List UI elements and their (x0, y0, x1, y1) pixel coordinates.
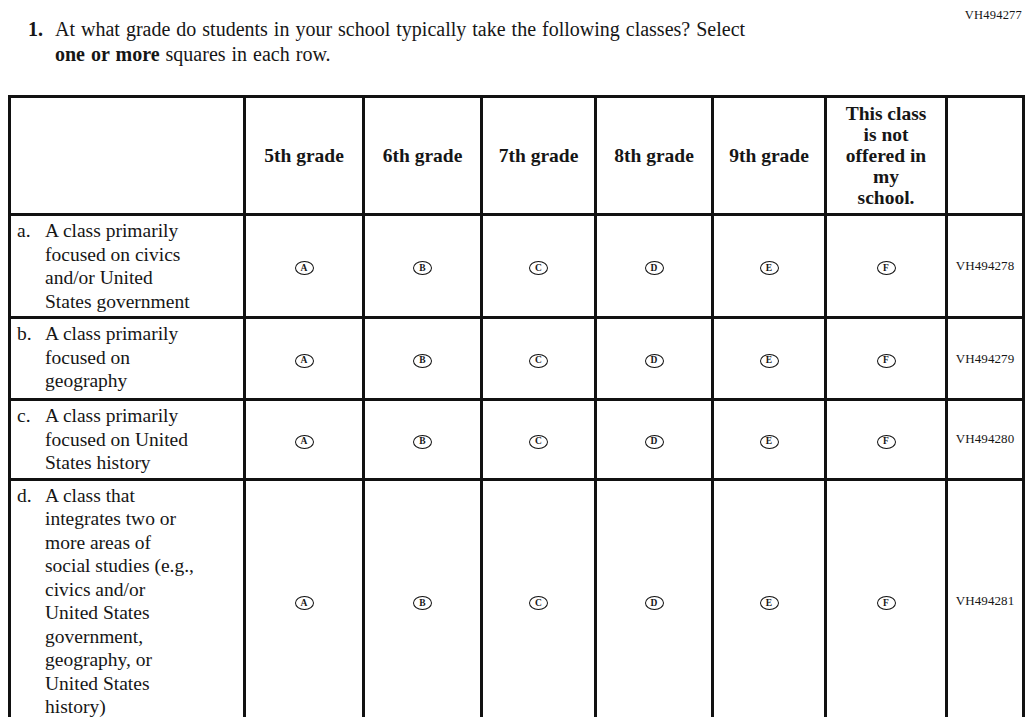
bubble-cell: D (596, 215, 713, 318)
row-text: A class that integrates two or more area… (45, 484, 241, 717)
option-bubble-D[interactable]: D (645, 435, 664, 449)
option-bubble-B[interactable]: B (413, 261, 432, 275)
question-text-line2: squares in each row. (166, 43, 331, 65)
row-letter: d. (11, 484, 45, 717)
option-bubble-C[interactable]: C (529, 261, 548, 275)
row-text: A class primarily focused on civics and/… (45, 219, 241, 313)
question-text-line1: At what grade do students in your school… (55, 18, 745, 40)
bubble-cell: E (713, 318, 826, 400)
question-1: 1. At what grade do students in your sch… (28, 17, 928, 67)
bubble-cell: A (245, 318, 364, 400)
table-row-b: b. A class primarily focused on geograph… (10, 318, 1024, 400)
table-header-row: 5th grade 6th grade 7th grade 8th grade … (10, 97, 1024, 215)
bubble-cell: F (826, 400, 947, 480)
option-bubble-A[interactable]: A (295, 261, 314, 275)
option-bubble-F[interactable]: F (877, 435, 896, 449)
option-bubble-F[interactable]: F (877, 261, 896, 275)
grade-class-table: 5th grade 6th grade 7th grade 8th grade … (8, 95, 1025, 717)
table-row-c: c. A class primarily focused on United S… (10, 400, 1024, 480)
bubble-cell: E (713, 479, 826, 717)
bubble-cell: C (482, 318, 596, 400)
row-code: VH494280 (947, 400, 1024, 480)
option-bubble-B[interactable]: B (413, 435, 432, 449)
bubble-cell: D (596, 400, 713, 480)
form-code: VH494277 (965, 8, 1022, 23)
option-bubble-D[interactable]: D (645, 596, 664, 610)
bubble-cell: F (826, 479, 947, 717)
table-row-d: d. A class that integrates two or more a… (10, 479, 1024, 717)
header-9th-grade: 9th grade (713, 97, 826, 215)
option-bubble-C[interactable]: C (529, 354, 548, 368)
option-bubble-F[interactable]: F (877, 354, 896, 368)
header-stub (10, 97, 245, 215)
row-label-cell: d. A class that integrates two or more a… (10, 479, 245, 717)
bubble-cell: E (713, 215, 826, 318)
row-code: VH494278 (947, 215, 1024, 318)
bubble-cell: A (245, 400, 364, 480)
question-number: 1. (28, 17, 55, 67)
bubble-cell: C (482, 215, 596, 318)
option-bubble-D[interactable]: D (645, 261, 664, 275)
option-bubble-B[interactable]: B (413, 596, 432, 610)
row-letter: c. (11, 404, 45, 475)
header-8th-grade: 8th grade (596, 97, 713, 215)
table-row-a: a. A class primarily focused on civics a… (10, 215, 1024, 318)
bubble-cell: F (826, 318, 947, 400)
option-bubble-E[interactable]: E (760, 354, 779, 368)
row-label-cell: b. A class primarily focused on geograph… (10, 318, 245, 400)
header-7th-grade: 7th grade (482, 97, 596, 215)
option-bubble-B[interactable]: B (413, 354, 432, 368)
row-letter: a. (11, 219, 45, 313)
bubble-cell: A (245, 479, 364, 717)
bubble-cell: B (364, 318, 482, 400)
row-code: VH494281 (947, 479, 1024, 717)
header-5th-grade: 5th grade (245, 97, 364, 215)
question-text: At what grade do students in your school… (55, 17, 928, 67)
option-bubble-C[interactable]: C (529, 596, 548, 610)
bubble-cell: D (596, 318, 713, 400)
row-text: A class primarily focused on geography (45, 322, 241, 393)
bubble-cell: B (364, 400, 482, 480)
row-letter: b. (11, 322, 45, 393)
header-not-offered-text: This class is not offered in my school. (828, 103, 944, 208)
option-bubble-E[interactable]: E (760, 435, 779, 449)
option-bubble-A[interactable]: A (295, 596, 314, 610)
row-label-cell: c. A class primarily focused on United S… (10, 400, 245, 480)
option-bubble-D[interactable]: D (645, 354, 664, 368)
bubble-cell: C (482, 479, 596, 717)
option-bubble-A[interactable]: A (295, 354, 314, 368)
row-label-cell: a. A class primarily focused on civics a… (10, 215, 245, 318)
row-text: A class primarily focused on United Stat… (45, 404, 241, 475)
option-bubble-A[interactable]: A (295, 435, 314, 449)
row-code: VH494279 (947, 318, 1024, 400)
header-not-offered: This class is not offered in my school. (826, 97, 947, 215)
bubble-cell: B (364, 215, 482, 318)
option-bubble-E[interactable]: E (760, 261, 779, 275)
bubble-cell: F (826, 215, 947, 318)
bubble-cell: C (482, 400, 596, 480)
header-code (947, 97, 1024, 215)
header-6th-grade: 6th grade (364, 97, 482, 215)
question-bold-phrase: one or more (55, 43, 160, 65)
option-bubble-E[interactable]: E (760, 596, 779, 610)
bubble-cell: D (596, 479, 713, 717)
bubble-cell: A (245, 215, 364, 318)
option-bubble-C[interactable]: C (529, 435, 548, 449)
bubble-cell: B (364, 479, 482, 717)
bubble-cell: E (713, 400, 826, 480)
option-bubble-F[interactable]: F (877, 596, 896, 610)
